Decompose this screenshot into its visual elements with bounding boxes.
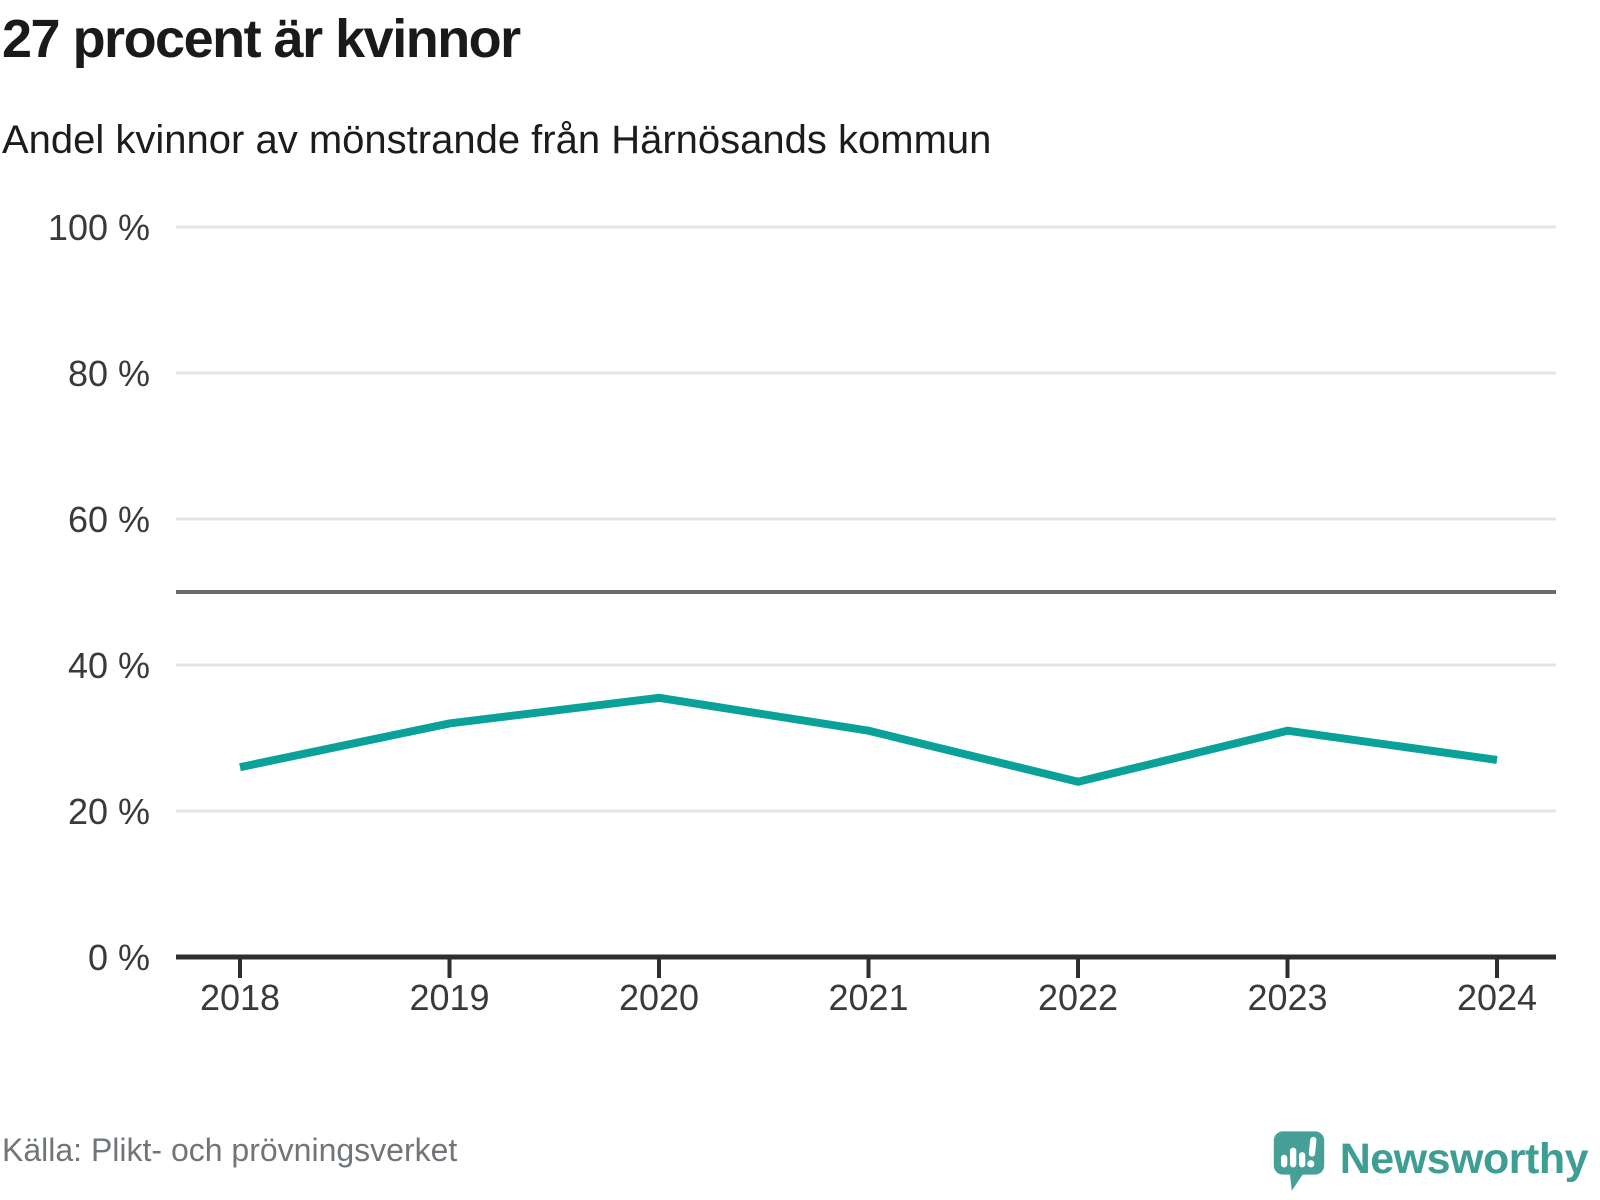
x-tick-label: 2020: [619, 977, 699, 1018]
y-tick-label: 40 %: [68, 645, 150, 686]
y-tick-label: 80 %: [68, 353, 150, 394]
data-line-andel-kvinnor: [239, 693, 1498, 786]
x-tick-label: 2024: [1457, 977, 1537, 1018]
source-note: Källa: Plikt- och prövningsverket: [2, 1132, 458, 1168]
newsworthy-logo-icon: [1273, 1131, 1324, 1191]
chart-title: 27 procent är kvinnor: [2, 9, 521, 69]
x-tick-label: 2023: [1247, 977, 1327, 1018]
y-tick-label: 60 %: [68, 499, 150, 540]
x-tick-label: 2018: [200, 977, 280, 1018]
y-tick-label: 0 %: [88, 937, 150, 978]
x-tick-label: 2022: [1038, 977, 1118, 1018]
y-tick-label: 100 %: [48, 207, 150, 248]
x-tick-label: 2019: [409, 977, 489, 1018]
newsworthy-logo: Newsworthy: [1272, 1122, 1589, 1200]
line-chart-canvas: 0 % 20 % 40 % 60 % 80 % 100 % 2018 2019 2020 2021…: [48, 207, 1556, 1018]
chart-subtitle: Andel kvinnor av mönstrande från Härnösa…: [2, 118, 992, 162]
y-tick-label: 20 %: [68, 791, 150, 832]
newsworthy-logo-text: Newsworthy: [1339, 1134, 1589, 1183]
x-tick-label: 2021: [828, 977, 908, 1018]
